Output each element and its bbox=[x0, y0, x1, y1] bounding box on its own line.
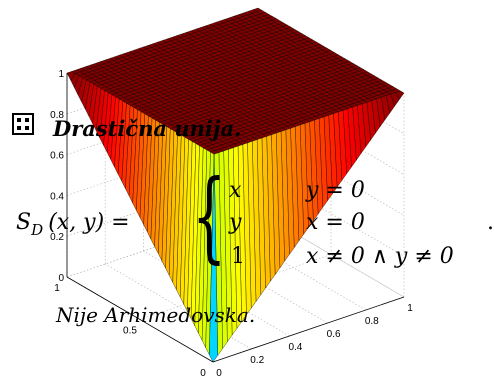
z-tick-label: 0.8 bbox=[50, 110, 64, 121]
axis-lines bbox=[66, 73, 405, 363]
x-tick-label: 0.6 bbox=[327, 329, 341, 340]
note-text: Nije Arhimedovska. bbox=[56, 303, 256, 327]
case3-condition: x ≠ 0 ∧ y ≠ 0 bbox=[306, 244, 454, 269]
case2-condition: x = 0 bbox=[306, 210, 365, 235]
formula-lhs: SD (x, y) = bbox=[16, 210, 130, 239]
cases-brace: { bbox=[192, 160, 227, 274]
formula-args: (x, y) = bbox=[48, 210, 130, 235]
x-axis-line bbox=[212, 296, 405, 363]
gridline-floor-y bbox=[139, 254, 332, 320]
x-tick-label: 0.4 bbox=[288, 342, 302, 353]
y-axis-line bbox=[66, 276, 214, 363]
z-tick-label: 0.2 bbox=[50, 232, 64, 243]
y-tick-label: 0 bbox=[200, 368, 206, 379]
bullet-box-icon bbox=[12, 113, 34, 135]
gridline-z bbox=[66, 170, 405, 257]
y-tick-label: 1 bbox=[54, 283, 60, 294]
surface-mesh bbox=[66, 7, 405, 363]
formula-period: . bbox=[487, 210, 494, 235]
surface-face bbox=[209, 154, 218, 363]
formula-symbol: S bbox=[16, 210, 32, 235]
case3-value: 1 bbox=[231, 244, 245, 269]
section-heading: Drastična unija. bbox=[53, 116, 242, 141]
case1-value: x bbox=[229, 178, 242, 203]
x-tick-label: 0.8 bbox=[365, 316, 379, 327]
formula-subscript: D bbox=[31, 221, 44, 239]
y-tick-label: 0.5 bbox=[123, 326, 137, 337]
case1-condition: y = 0 bbox=[306, 178, 365, 203]
x-tick-label: 0.2 bbox=[250, 355, 264, 366]
z-tick-label: 0.4 bbox=[50, 191, 64, 202]
z-tick-label: 0 bbox=[58, 273, 64, 284]
z-tick-label: 1 bbox=[58, 69, 64, 80]
z-tick-label: 0.6 bbox=[50, 151, 64, 162]
x-tick-label: 0 bbox=[216, 368, 222, 379]
x-tick-label: 1 bbox=[407, 303, 413, 314]
case2-value: y bbox=[229, 210, 242, 235]
